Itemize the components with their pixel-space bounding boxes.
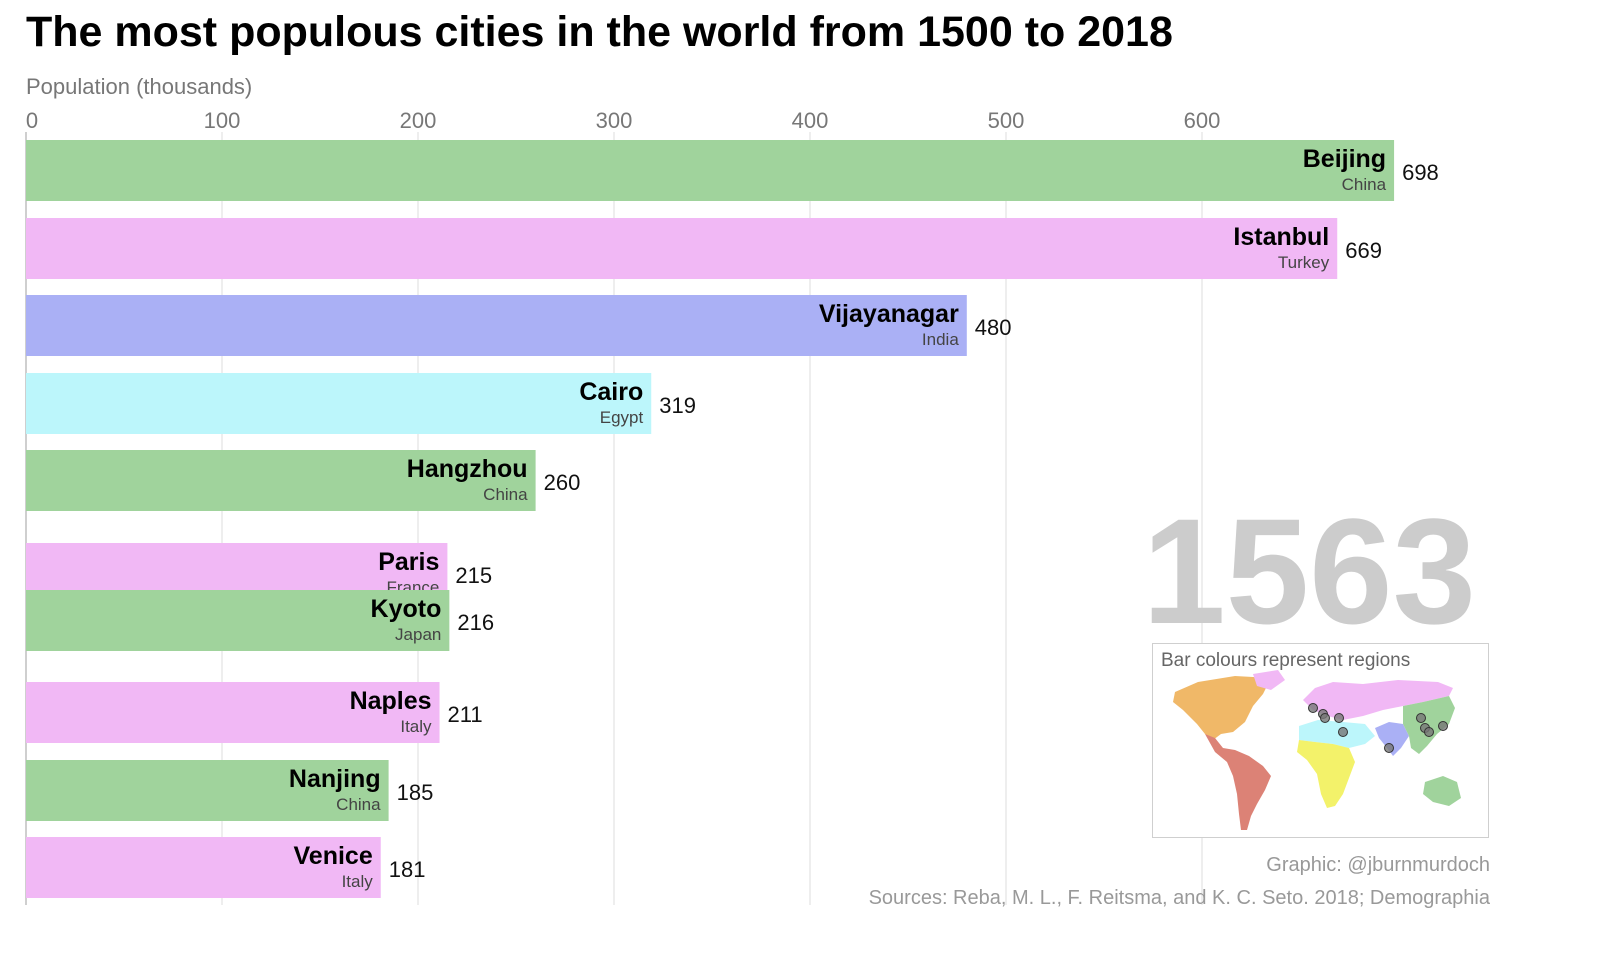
chart-title: The most populous cities in the world fr… <box>26 8 1173 56</box>
city-label: Istanbul <box>1233 223 1329 251</box>
mena-region <box>1299 720 1375 748</box>
bar <box>26 140 1395 201</box>
bar <box>26 837 381 898</box>
city-marker <box>1320 713 1330 723</box>
city-label: Beijing <box>1303 145 1386 173</box>
value-label: 181 <box>389 857 426 882</box>
value-label: 698 <box>1402 160 1439 185</box>
bar-group: Naples Italy 211 <box>26 682 483 743</box>
city-label: Venice <box>294 842 373 870</box>
city-label: Cairo <box>579 378 643 406</box>
region-legend: Bar colours represent regions <box>1152 643 1489 838</box>
bar-group: Vijayanagar India 480 <box>26 295 1012 356</box>
africa-region <box>1297 740 1355 808</box>
value-label: 260 <box>544 470 581 495</box>
greenland-region <box>1253 670 1285 690</box>
graphic-credit: Graphic: @jburnmurdoch <box>1266 854 1490 876</box>
country-label: Turkey <box>1278 253 1330 272</box>
country-label: Japan <box>395 625 441 644</box>
country-label: Egypt <box>600 408 644 427</box>
bar-group: Nanjing China 185 <box>26 760 433 821</box>
south-asia-region <box>1375 722 1409 756</box>
city-label: Paris <box>378 548 439 576</box>
legend-title: Bar colours represent regions <box>1161 650 1411 671</box>
bar-group: Istanbul Turkey 669 <box>26 218 1382 279</box>
bar-group: Cairo Egypt 319 <box>26 373 696 434</box>
x-tick-label: 200 <box>400 108 437 133</box>
x-axis-ticks: 0 100 200 300 400 500 600 <box>26 108 1220 133</box>
city-label: Nanjing <box>289 765 381 793</box>
value-label: 669 <box>1345 238 1382 263</box>
country-label: India <box>922 330 959 349</box>
country-label: Italy <box>342 872 374 891</box>
city-label: Kyoto <box>371 595 442 623</box>
bars-layer: Beijing China 698 Istanbul Turkey 669 Vijayana… <box>26 140 1439 898</box>
sources-note: Sources: Reba, M. L., F. Reitsma, and K.… <box>868 887 1490 909</box>
x-tick-label: 100 <box>204 108 241 133</box>
value-label: 480 <box>975 315 1012 340</box>
x-axis-title: Population (thousands) <box>26 74 252 99</box>
bar-group: Beijing China 698 <box>26 140 1439 201</box>
x-tick-label: 600 <box>1184 108 1221 133</box>
value-label: 215 <box>455 563 492 588</box>
bar <box>26 373 652 434</box>
value-label: 211 <box>448 702 483 727</box>
city-marker <box>1308 703 1318 713</box>
bar <box>26 590 450 651</box>
north-america-region <box>1173 676 1271 740</box>
country-label: Italy <box>400 717 432 736</box>
x-tick-label: 500 <box>988 108 1025 133</box>
city-marker <box>1416 713 1426 723</box>
value-label: 185 <box>397 780 434 805</box>
country-label: China <box>1342 175 1387 194</box>
bar <box>26 760 389 821</box>
city-marker <box>1384 743 1394 753</box>
bar-group: Venice Italy 181 <box>26 837 425 898</box>
x-tick-label: 300 <box>596 108 633 133</box>
value-label: 319 <box>659 393 696 418</box>
bar <box>26 682 440 743</box>
x-tick-label: 0 <box>26 108 38 133</box>
year-label: 1563 <box>1142 487 1476 655</box>
bar-group: Hangzhou China 260 <box>26 450 580 511</box>
world-map <box>1173 670 1461 830</box>
latin-america-region <box>1205 734 1271 830</box>
europe-region <box>1303 680 1453 720</box>
country-label: China <box>336 795 381 814</box>
bar <box>26 218 1338 279</box>
city-marker <box>1438 721 1448 731</box>
country-label: China <box>483 485 528 504</box>
city-label: Vijayanagar <box>819 300 959 328</box>
value-label: 216 <box>457 610 494 635</box>
city-label: Hangzhou <box>407 455 528 483</box>
city-label: Naples <box>350 687 432 715</box>
city-marker <box>1334 713 1344 723</box>
australia-region <box>1423 776 1461 806</box>
bar-group: Kyoto Japan 216 <box>26 590 494 651</box>
city-marker <box>1424 727 1434 737</box>
bar <box>26 295 967 356</box>
city-marker <box>1338 727 1348 737</box>
x-tick-label: 400 <box>792 108 829 133</box>
bar <box>26 450 536 511</box>
